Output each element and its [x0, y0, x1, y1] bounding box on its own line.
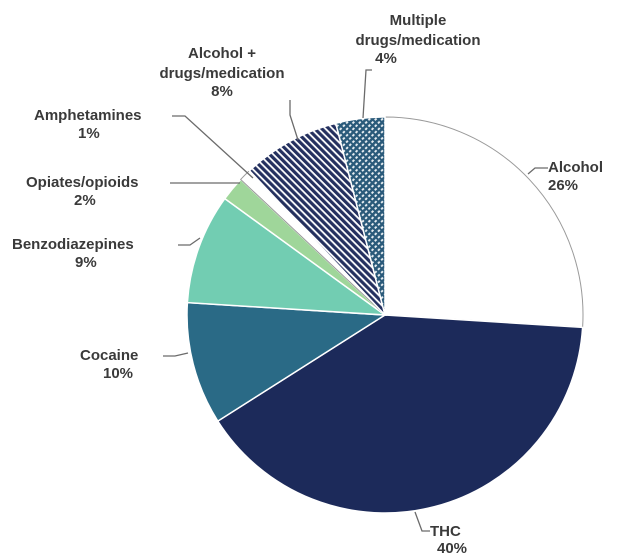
slice-label-alcohol-drugs-medication: drugs/medication [159, 65, 284, 82]
leader-line-alcohol [527, 167, 548, 175]
slice-value-label-amphetamines: 1% [78, 125, 100, 142]
leader-line-benzodiazepines [178, 237, 201, 246]
slice-label-amphetamines: Amphetamines [34, 107, 142, 124]
slice-label-multiple-drugs-medication: drugs/medication [355, 32, 480, 49]
leader-line-alcohol-drugs-medication [289, 100, 299, 141]
leader-line-thc [414, 511, 430, 532]
slice-value-label-alcohol: 26% [548, 177, 578, 194]
slice-value-label-benzodiazepines: 9% [75, 254, 97, 271]
slice-label-cocaine: Cocaine [80, 347, 138, 364]
slice-label-benzodiazepines: Benzodiazepines [12, 236, 134, 253]
pie-slice-alcohol [384, 116, 584, 328]
slice-label-alcohol-drugs-medication: Alcohol + [188, 45, 256, 62]
slice-label-multiple-drugs-medication: Multiple [390, 12, 447, 29]
leader-line-cocaine [163, 352, 189, 357]
pie-slice-cocaine [186, 301, 388, 423]
slice-label-alcohol: Alcohol [548, 159, 603, 176]
slice-label-thc: THC [430, 523, 461, 540]
slice-value-label-thc: 40% [437, 540, 467, 555]
slice-value-label-cocaine: 10% [103, 365, 133, 382]
pie-slice-thc [216, 314, 584, 514]
pie-slice-alcohol-drugs-medication [248, 122, 386, 316]
slice-value-label-multiple-drugs-medication: 4% [375, 50, 397, 67]
slice-value-label-alcohol-drugs-medication: 8% [211, 83, 233, 100]
leader-line-multiple-drugs-medication [362, 69, 372, 119]
slice-value-label-opiates-opioids: 2% [74, 192, 96, 209]
pie-slice-benzodiazepines [186, 197, 388, 316]
leader-line-amphetamines [172, 115, 254, 179]
slice-label-opiates-opioids: Opiates/opioids [26, 174, 139, 191]
pie-slice-multiple-drugs-medication [334, 116, 386, 316]
